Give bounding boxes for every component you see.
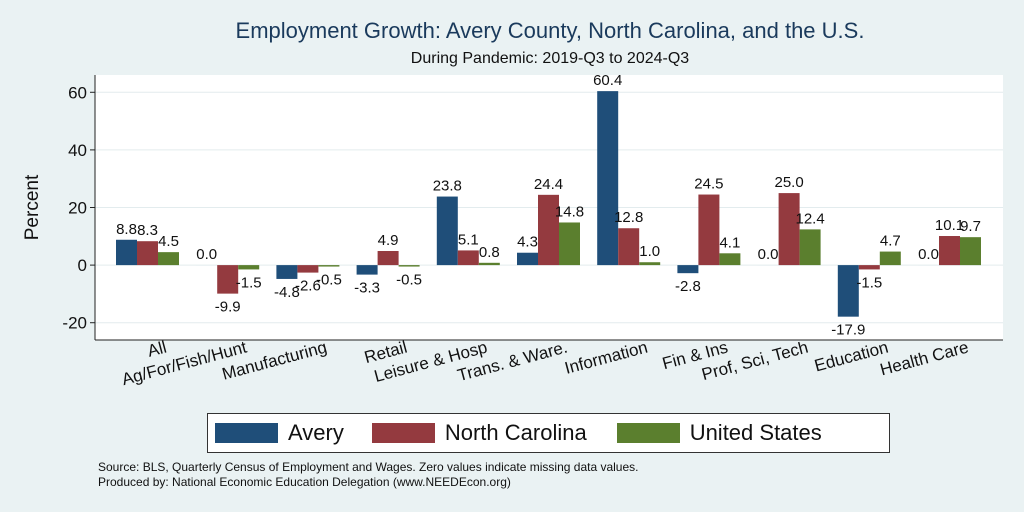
y-tick-label: 0 — [78, 256, 87, 275]
data-label: -17.9 — [831, 322, 865, 339]
category-label: All — [145, 338, 168, 361]
y-tick-label: 60 — [68, 83, 87, 102]
bar-avery-9 — [837, 265, 859, 317]
bar-united-states-8 — [799, 229, 821, 266]
legend-item-north-carolina: North Carolina — [371, 420, 587, 446]
y-tick-label: -20 — [62, 314, 87, 333]
bar-avery-4 — [436, 196, 458, 266]
chart-legend: Avery North Carolina United States — [207, 413, 890, 453]
bar-north-carolina-2 — [297, 265, 319, 273]
data-label: -0.5 — [396, 272, 422, 289]
bar-united-states-7 — [719, 253, 741, 266]
data-label: 0.8 — [479, 244, 500, 261]
data-label: 4.9 — [378, 232, 399, 249]
bar-avery-3 — [356, 265, 378, 275]
data-label: 4.3 — [517, 234, 538, 251]
data-label: 5.1 — [458, 231, 479, 248]
bar-north-carolina-0 — [137, 241, 158, 266]
bar-avery-5 — [517, 252, 538, 266]
data-label: 1.0 — [639, 243, 660, 260]
legend-item-avery: Avery — [215, 420, 344, 446]
data-label: 8.8 — [116, 221, 137, 238]
data-label: -4.8 — [274, 284, 300, 301]
data-label: 12.4 — [795, 210, 824, 227]
producer-note: Produced by: National Economic Education… — [98, 475, 511, 489]
bar-united-states-6 — [639, 262, 661, 266]
bar-united-states-2 — [318, 265, 340, 267]
category-label: Information — [563, 338, 650, 378]
legend-label-avery: Avery — [288, 420, 344, 445]
chart-subtitle: During Pandemic: 2019-Q3 to 2024-Q3 — [410, 50, 690, 67]
bar-avery-7 — [677, 265, 699, 274]
data-label: 24.5 — [694, 176, 723, 193]
data-label: 0.0 — [918, 246, 939, 263]
bar-north-carolina-7 — [698, 194, 720, 266]
source-note: Source: BLS, Quarterly Census of Employm… — [98, 460, 639, 474]
bar-avery-6 — [597, 91, 619, 266]
bar-north-carolina-4 — [457, 250, 479, 266]
bar-north-carolina-1 — [217, 265, 239, 294]
legend-swatch-avery — [215, 423, 278, 443]
bar-avery-0 — [116, 239, 137, 266]
bar-north-carolina-9 — [858, 265, 880, 270]
legend-item-united-states: United States — [616, 420, 822, 446]
data-label: 9.7 — [960, 218, 981, 235]
data-label: 4.5 — [158, 233, 179, 250]
bar-united-states-3 — [398, 265, 420, 267]
data-label: 0.0 — [758, 246, 779, 263]
bar-north-carolina-5 — [538, 194, 559, 266]
data-label: -1.5 — [236, 274, 262, 291]
data-label: 14.8 — [555, 203, 584, 220]
data-label: 8.3 — [137, 222, 158, 239]
bar-united-states-5 — [559, 222, 580, 266]
y-tick-label: 20 — [68, 199, 87, 218]
data-label: -9.9 — [215, 299, 241, 316]
bar-north-carolina-10 — [939, 236, 960, 266]
bar-united-states-1 — [238, 265, 260, 270]
data-label: 12.8 — [614, 209, 643, 226]
legend-swatch-north-carolina — [371, 423, 435, 443]
data-label: -0.5 — [316, 272, 342, 289]
data-label: 24.4 — [534, 176, 563, 193]
data-label: 25.0 — [774, 174, 803, 191]
data-label: -2.6 — [295, 278, 321, 295]
data-label: -2.8 — [675, 278, 701, 295]
category-label: Education — [812, 338, 890, 376]
chart-notes: Source: BLS, Quarterly Census of Employm… — [98, 460, 638, 490]
y-axis-title: Percent — [22, 174, 43, 240]
bar-north-carolina-6 — [618, 228, 640, 266]
y-tick-label: 40 — [68, 141, 87, 160]
bar-united-states-9 — [879, 251, 901, 266]
category-label: Health Care — [878, 338, 971, 380]
chart-title: Employment Growth: Avery County, North C… — [235, 18, 865, 43]
bar-north-carolina-8 — [778, 193, 800, 266]
data-label: 23.8 — [433, 178, 462, 195]
bar-united-states-0 — [158, 252, 179, 266]
bar-north-carolina-3 — [377, 250, 399, 266]
data-label: 60.4 — [593, 72, 622, 89]
data-label: -3.3 — [354, 280, 380, 297]
bar-united-states-10 — [960, 237, 981, 266]
legend-label-north-carolina: North Carolina — [444, 420, 587, 445]
bar-united-states-4 — [478, 262, 500, 266]
data-label: 10.1 — [935, 217, 964, 234]
legend-swatch-united-states — [616, 423, 680, 443]
data-label: 0.0 — [196, 246, 217, 263]
data-label: 4.7 — [880, 233, 901, 250]
data-label: -1.5 — [856, 274, 882, 291]
legend-label-united-states: United States — [689, 420, 822, 445]
bar-avery-2 — [276, 265, 298, 279]
data-label: 4.1 — [719, 234, 740, 251]
